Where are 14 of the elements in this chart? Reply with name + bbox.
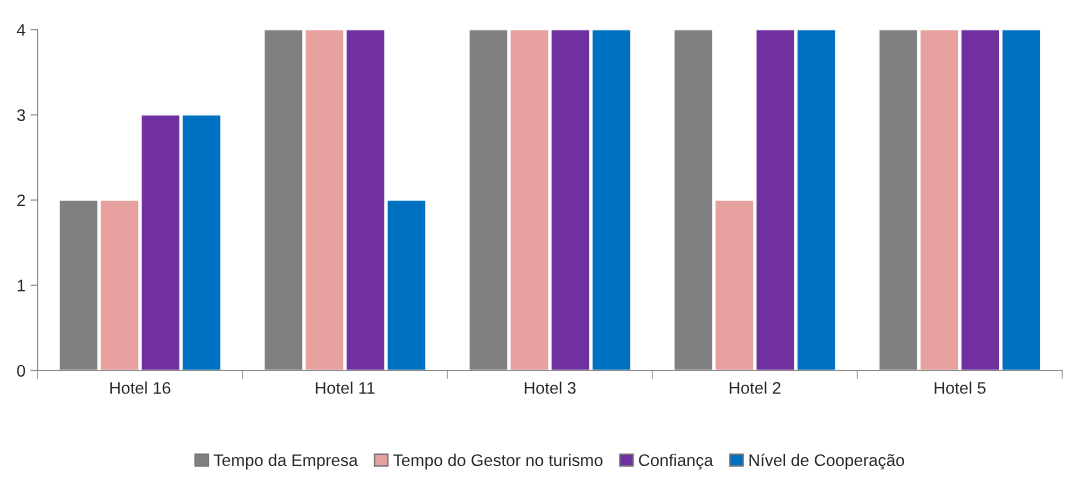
- x-tick-label: Hotel 5: [934, 381, 986, 394]
- x-tick-label: Hotel 11: [315, 381, 375, 394]
- y-tick-label: 1: [17, 279, 25, 292]
- legend-label: Tempo do Gestor no turismo: [393, 453, 603, 470]
- y-tick-label: 4: [16, 24, 26, 36]
- y-tick-label: 3: [17, 109, 26, 122]
- x-tick-label: Hotel 3: [524, 381, 576, 394]
- y-tick-label: 2: [17, 194, 25, 207]
- x-tick-label: Hotel 16: [110, 381, 171, 394]
- legend-label: Tempo da Empresa: [213, 453, 358, 470]
- legend-label: Confiança: [639, 453, 714, 470]
- y-tick-label: 0: [17, 364, 26, 377]
- x-tick-label: Hotel 2: [729, 381, 781, 394]
- legend-label: Nível de Cooperação: [749, 453, 905, 470]
